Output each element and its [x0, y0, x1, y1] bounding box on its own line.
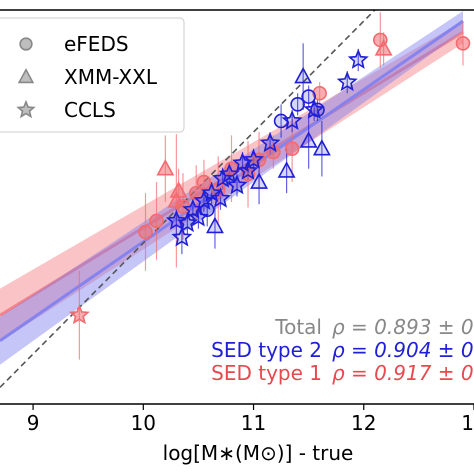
triangle-point [294, 66, 313, 84]
star-point [68, 304, 90, 325]
stat-group-label: SED type 1 [211, 361, 322, 385]
legend-label: eFEDS [64, 32, 129, 56]
star-point [171, 226, 193, 247]
triangle-point [250, 172, 268, 189]
x-axis-label: log[M∗(M⊙)] - true [163, 441, 354, 465]
legend-box [0, 17, 185, 133]
star-point [209, 187, 231, 208]
circle-point [284, 141, 300, 157]
legend: eFEDS XMM-XXL CCLS [0, 17, 185, 133]
legend-label: CCLS [64, 98, 116, 122]
stat-rho-value: ρ = 0.904 ± 0 [332, 338, 474, 362]
triangle-point [156, 159, 175, 176]
triangle-point [299, 131, 318, 148]
circle-point [273, 113, 289, 129]
triangle-point [206, 216, 224, 234]
star-point [218, 163, 240, 184]
triangle-point [312, 139, 331, 156]
circle-point [301, 89, 316, 104]
star-point [347, 48, 369, 69]
star-point [303, 98, 325, 119]
legend-triangle-icon [17, 68, 35, 84]
star-point [281, 109, 303, 131]
x-tick-label: 1 [461, 411, 474, 435]
circle-point [290, 97, 305, 112]
legend-label: XMM-XXL [64, 65, 158, 89]
circle-point [138, 224, 153, 240]
star-point [336, 70, 358, 92]
data-points [68, 32, 471, 325]
stat-rho-value: ρ = 0.917 ± 0 [332, 361, 474, 385]
x-tick-label: 9 [27, 411, 40, 435]
triangle-point [374, 39, 393, 56]
x-tick-label: 11 [241, 411, 266, 435]
x-tick-label: 10 [131, 411, 156, 435]
star-point [165, 209, 187, 230]
star-point [243, 148, 265, 169]
circle-point [199, 202, 215, 218]
plot-area [0, 10, 471, 388]
legend-star-icon [16, 99, 36, 119]
stat-rho-value: ρ = 0.893 ± 0 [332, 315, 474, 339]
triangle-point [169, 181, 188, 198]
circle-point [149, 213, 164, 229]
x-ticks: 9 10 11 12 1 [27, 404, 474, 435]
star-point [187, 206, 209, 227]
x-tick-label: 12 [351, 411, 376, 435]
stat-group-label: Total [274, 315, 322, 339]
circle-point [196, 174, 212, 190]
circle-point [312, 85, 327, 101]
legend-circle-icon [19, 37, 33, 51]
star-point [226, 174, 248, 195]
star-point [259, 132, 281, 153]
stat-group-label: SED type 2 [211, 338, 322, 362]
star-point [237, 159, 259, 180]
circle-point [310, 102, 325, 118]
correlation-stats: Total ρ = 0.893 ± 0 SED type 2 ρ = 0.904 ± … [211, 315, 473, 385]
circle-point [455, 35, 471, 51]
triangle-point [277, 161, 296, 178]
